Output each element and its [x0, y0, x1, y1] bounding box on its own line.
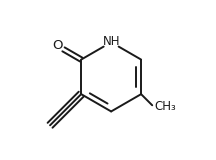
Text: NH: NH	[102, 35, 120, 48]
Text: O: O	[52, 39, 63, 52]
Text: CH₃: CH₃	[155, 100, 176, 112]
